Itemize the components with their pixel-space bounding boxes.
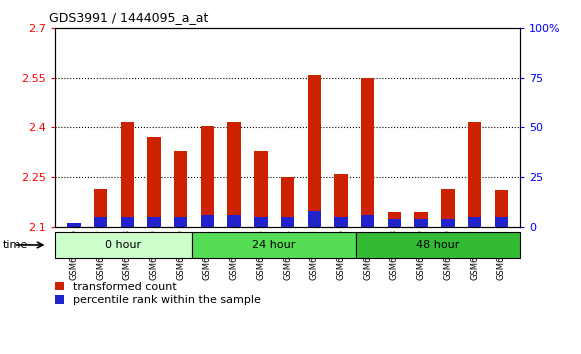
Bar: [148, 137, 161, 227]
Text: 24 hour: 24 hour: [252, 240, 296, 250]
Text: 0 hour: 0 hour: [106, 240, 142, 250]
Bar: [148, 217, 161, 227]
Text: time: time: [3, 240, 28, 250]
Bar: [361, 215, 374, 227]
Bar: [201, 126, 214, 227]
Bar: [281, 217, 294, 227]
Bar: [192, 232, 356, 258]
Bar: [254, 217, 268, 227]
Bar: [307, 211, 321, 227]
Bar: [441, 219, 454, 227]
Bar: [55, 232, 192, 258]
Text: 48 hour: 48 hour: [416, 240, 460, 250]
Bar: [388, 212, 401, 227]
Bar: [356, 232, 520, 258]
Bar: [228, 215, 241, 227]
Bar: [307, 75, 321, 227]
Bar: [414, 219, 428, 227]
Bar: [121, 122, 134, 227]
Bar: [468, 217, 481, 227]
Bar: [468, 122, 481, 227]
Bar: [254, 150, 268, 227]
Bar: [121, 217, 134, 227]
Bar: [67, 225, 81, 227]
Text: GDS3991 / 1444095_a_at: GDS3991 / 1444095_a_at: [49, 11, 209, 24]
Bar: [441, 189, 454, 227]
Bar: [414, 212, 428, 227]
Bar: [334, 217, 347, 227]
Bar: [281, 177, 294, 227]
Bar: [388, 219, 401, 227]
Bar: [361, 78, 374, 227]
Bar: [228, 122, 241, 227]
Bar: [494, 217, 508, 227]
Bar: [94, 217, 107, 227]
Bar: [94, 189, 107, 227]
Bar: [174, 150, 188, 227]
Bar: [67, 223, 81, 227]
Bar: [174, 217, 188, 227]
Bar: [334, 174, 347, 227]
Bar: [201, 215, 214, 227]
Bar: [494, 190, 508, 227]
Legend: transformed count, percentile rank within the sample: transformed count, percentile rank withi…: [55, 282, 261, 305]
